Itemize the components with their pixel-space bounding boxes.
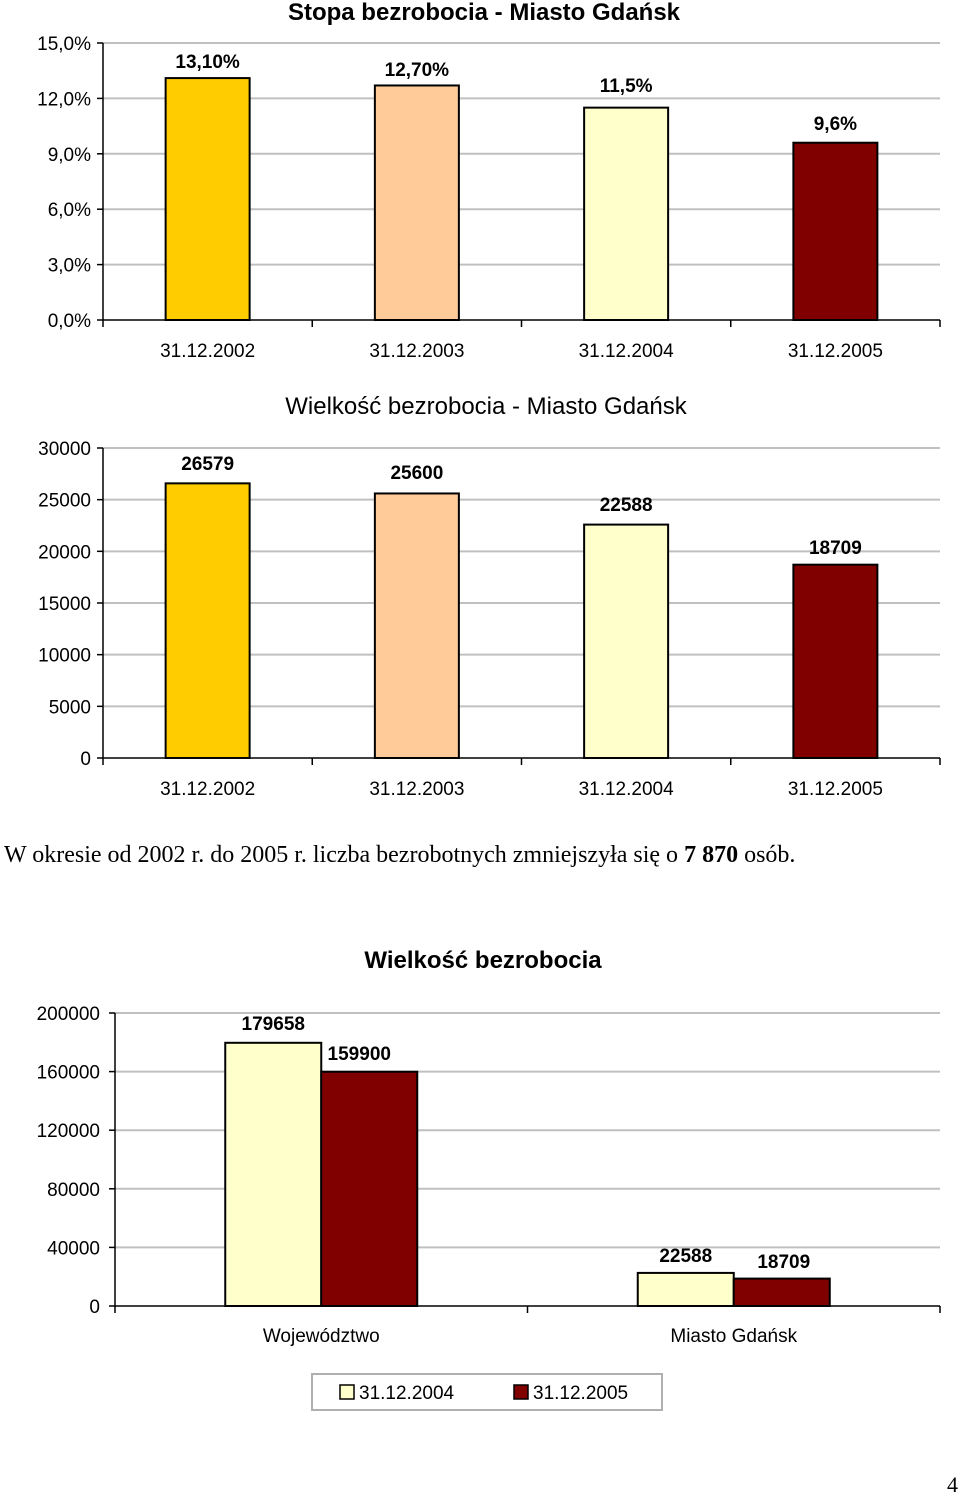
- data-label: 12,70%: [385, 60, 450, 81]
- y-tick-label: 80000: [47, 1180, 100, 1201]
- x-tick-label: 31.12.2004: [579, 779, 675, 800]
- data-label: 25600: [390, 463, 443, 484]
- x-tick-label: 31.12.2005: [788, 341, 883, 362]
- bar: [732, 1277, 831, 1307]
- data-label: 159900: [328, 1044, 391, 1065]
- y-tick-label: 0,0%: [48, 311, 91, 332]
- data-label: 26579: [181, 454, 234, 475]
- y-tick-label: 5000: [49, 697, 91, 718]
- x-tick-label: 31.12.2002: [160, 341, 255, 362]
- bar: [373, 84, 460, 322]
- unemployment-size-chart: Wielkość bezrobocia - Miasto Gdańsk 0 5000…: [38, 393, 941, 800]
- y-tick-label: 120000: [37, 1121, 100, 1142]
- x-tick-label: Miasto Gdańsk: [670, 1326, 797, 1347]
- bar: [792, 563, 879, 759]
- bar: [583, 106, 670, 321]
- y-tick-label: 9,0%: [48, 145, 91, 166]
- legend-swatch: [513, 1384, 529, 1400]
- legend-label: 31.12.2005: [533, 1383, 628, 1404]
- bar: [224, 1041, 323, 1308]
- y-tick-label: 12,0%: [37, 89, 91, 110]
- data-label: 11,5%: [600, 76, 653, 97]
- data-label: 179658: [242, 1014, 305, 1035]
- page-number: 4: [947, 1472, 958, 1497]
- y-tick-label: 3,0%: [48, 256, 91, 277]
- y-tick-label: 10000: [38, 646, 91, 667]
- data-label: 22588: [659, 1246, 712, 1267]
- y-tick-label: 15000: [38, 594, 91, 615]
- y-tick-label: 15,0%: [37, 34, 91, 55]
- data-label: 22588: [600, 495, 653, 516]
- chart-title: Stopa bezrobocia - Miasto Gdańsk: [288, 0, 681, 26]
- bar: [373, 492, 460, 759]
- y-tick-label: 0: [89, 1297, 100, 1318]
- legend-swatch: [339, 1384, 355, 1400]
- bar: [320, 1070, 419, 1307]
- chart-title: Wielkość bezrobocia: [364, 947, 602, 974]
- y-tick-label: 30000: [38, 439, 91, 460]
- x-tick-label: 31.12.2005: [788, 779, 883, 800]
- unemployment-comparison-chart: Wielkość bezrobocia 0 40000 80000 120000 1600…: [37, 947, 941, 1411]
- x-tick-label: Województwo: [263, 1326, 380, 1347]
- summary-text-before: W okresie od 2002 r. do 2005 r. liczba b…: [4, 842, 685, 868]
- y-tick-label: 40000: [47, 1238, 100, 1259]
- x-tick-label: 31.12.2003: [369, 341, 464, 362]
- summary-text-after: osób.: [738, 842, 796, 868]
- y-tick-label: 25000: [38, 491, 91, 512]
- summary-text: W okresie od 2002 r. do 2005 r. liczba b…: [4, 842, 954, 869]
- bar: [583, 523, 670, 759]
- legend-box: [311, 1373, 663, 1411]
- bar: [164, 77, 251, 321]
- data-label: 18709: [757, 1252, 810, 1273]
- x-tick-label: 31.12.2004: [579, 341, 675, 362]
- y-tick-label: 0: [80, 749, 91, 770]
- y-tick-label: 160000: [37, 1063, 100, 1084]
- legend-label: 31.12.2004: [359, 1383, 455, 1404]
- data-label: 9,6%: [814, 114, 857, 135]
- x-tick-label: 31.12.2003: [369, 779, 464, 800]
- data-label: 13,10%: [175, 52, 240, 73]
- bar: [164, 482, 251, 759]
- bar: [792, 141, 879, 321]
- y-tick-label: 200000: [37, 1004, 100, 1025]
- x-tick-label: 31.12.2002: [160, 779, 255, 800]
- y-tick-label: 20000: [38, 542, 91, 563]
- data-label: 18709: [809, 538, 862, 559]
- y-tick-label: 6,0%: [48, 200, 91, 221]
- unemployment-rate-chart: Stopa bezrobocia - Miasto Gdańsk 0,0% 3,0%…: [37, 0, 941, 362]
- summary-bold-value: 7 870: [684, 842, 739, 868]
- bar: [636, 1271, 735, 1307]
- chart-title: Wielkość bezrobocia - Miasto Gdańsk: [285, 393, 687, 420]
